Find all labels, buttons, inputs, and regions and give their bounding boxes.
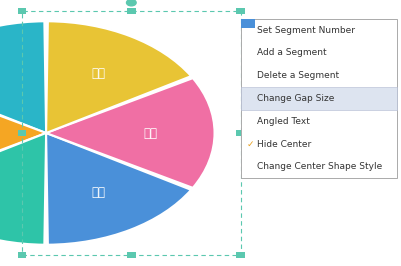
Wedge shape — [46, 133, 191, 245]
Circle shape — [126, 0, 136, 6]
FancyBboxPatch shape — [236, 130, 245, 136]
FancyBboxPatch shape — [18, 252, 26, 258]
FancyBboxPatch shape — [241, 19, 255, 28]
FancyBboxPatch shape — [241, 87, 397, 110]
Wedge shape — [0, 21, 46, 133]
FancyBboxPatch shape — [127, 8, 136, 14]
Text: Change Gap Size: Change Gap Size — [257, 94, 334, 103]
Text: 一月: 一月 — [91, 66, 105, 80]
Text: Add a Segment: Add a Segment — [257, 48, 326, 57]
FancyBboxPatch shape — [236, 252, 245, 258]
Text: 二月: 二月 — [0, 66, 1, 80]
Wedge shape — [46, 78, 215, 188]
Wedge shape — [46, 21, 191, 133]
FancyBboxPatch shape — [18, 130, 26, 136]
Wedge shape — [0, 133, 46, 245]
FancyBboxPatch shape — [236, 8, 245, 14]
FancyBboxPatch shape — [18, 8, 26, 14]
Text: Angled Text: Angled Text — [257, 117, 310, 126]
Text: Hide Center: Hide Center — [257, 140, 311, 148]
Wedge shape — [0, 78, 46, 188]
Text: Set Segment Number: Set Segment Number — [257, 26, 354, 35]
Text: Change Center Shape Style: Change Center Shape Style — [257, 162, 382, 171]
Text: 六月: 六月 — [144, 127, 158, 139]
Text: 五月: 五月 — [91, 186, 105, 200]
Text: 四月: 四月 — [0, 186, 1, 200]
Text: Delete a Segment: Delete a Segment — [257, 71, 339, 80]
FancyBboxPatch shape — [241, 19, 397, 178]
FancyBboxPatch shape — [127, 252, 136, 258]
Text: ✓: ✓ — [247, 140, 254, 148]
